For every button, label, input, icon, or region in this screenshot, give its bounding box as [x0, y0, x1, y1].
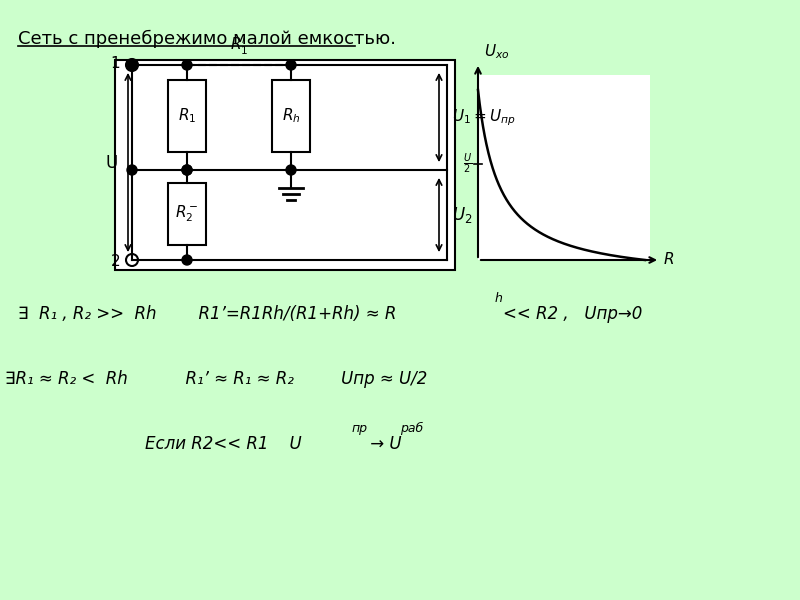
- Text: U: U: [106, 154, 118, 172]
- Circle shape: [286, 60, 296, 70]
- Circle shape: [127, 165, 137, 175]
- Text: ∃  R₁ , R₂ >>  Rh        R1’=R1Rh/(R1+Rh) ≈ R: ∃ R₁ , R₂ >> Rh R1’=R1Rh/(R1+Rh) ≈ R: [18, 305, 396, 323]
- Text: 1: 1: [110, 55, 120, 70]
- Text: $U_1=U_{пр}$: $U_1=U_{пр}$: [452, 107, 515, 128]
- Bar: [272, 80, 310, 152]
- Bar: [168, 80, 206, 152]
- Text: h: h: [495, 292, 503, 305]
- Text: $U_2$: $U_2$: [452, 205, 473, 225]
- Circle shape: [182, 165, 192, 175]
- Text: Сеть с пренебрежимо малой емкостью.: Сеть с пренебрежимо малой емкостью.: [18, 30, 396, 48]
- Text: $R_2^-$: $R_2^-$: [175, 204, 199, 224]
- Text: $U_{хо}$: $U_{хо}$: [484, 42, 510, 61]
- Bar: [478, 75, 650, 260]
- Text: 2: 2: [110, 254, 120, 269]
- Circle shape: [286, 165, 296, 175]
- Circle shape: [182, 165, 192, 175]
- Text: ∃R₁ ≈ R₂ <  Rh           R₁’ ≈ R₁ ≈ R₂         Uпр ≈ U/2: ∃R₁ ≈ R₂ < Rh R₁’ ≈ R₁ ≈ R₂ Uпр ≈ U/2: [5, 370, 427, 388]
- Circle shape: [182, 60, 192, 70]
- Circle shape: [182, 255, 192, 265]
- Text: пр: пр: [352, 422, 368, 435]
- Bar: [115, 60, 455, 270]
- Circle shape: [127, 60, 137, 70]
- Text: Если R2<< R1    U: Если R2<< R1 U: [145, 435, 302, 453]
- Text: $\frac{U}{2}$: $\frac{U}{2}$: [463, 152, 472, 176]
- Text: $R_1$: $R_1$: [178, 107, 196, 125]
- Text: $R_1'$: $R_1'$: [230, 36, 248, 57]
- Text: → U: → U: [365, 435, 402, 453]
- Text: R: R: [664, 253, 674, 268]
- Text: раб: раб: [400, 422, 423, 435]
- Bar: [168, 183, 206, 245]
- Text: $R_h$: $R_h$: [282, 107, 300, 125]
- Text: << R2 ,   Uпр→0: << R2 , Uпр→0: [503, 305, 642, 323]
